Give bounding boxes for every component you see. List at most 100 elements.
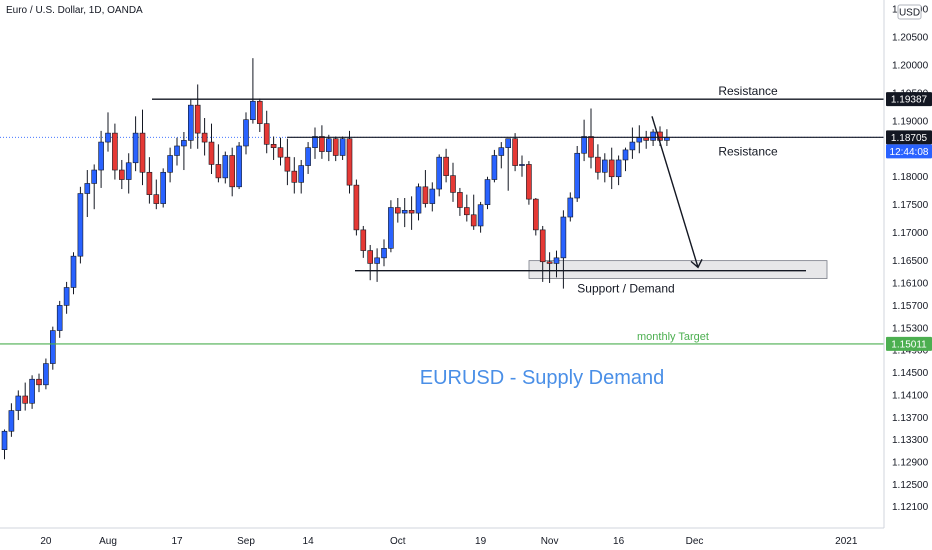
candle-up[interactable] <box>581 136 587 154</box>
candle-up[interactable] <box>15 395 22 411</box>
candle-down[interactable] <box>463 207 470 216</box>
candle-up[interactable] <box>664 137 670 141</box>
candle-up[interactable] <box>77 193 84 257</box>
candle-up[interactable] <box>167 155 173 173</box>
candle-up[interactable] <box>388 207 394 249</box>
candle-up[interactable] <box>49 330 56 364</box>
candle-up[interactable] <box>339 138 346 156</box>
currency-badge[interactable] <box>897 4 922 20</box>
candle-up[interactable] <box>401 210 408 214</box>
candle-up[interactable] <box>574 152 581 199</box>
candle-up[interactable] <box>125 162 132 180</box>
candle-up[interactable] <box>436 156 443 190</box>
candle-down[interactable] <box>36 378 42 386</box>
candle-down[interactable] <box>139 132 146 173</box>
candle-down[interactable] <box>470 214 477 227</box>
candle-down[interactable] <box>153 194 160 204</box>
candle-up[interactable] <box>615 159 622 178</box>
candle-down[interactable] <box>595 156 601 173</box>
candle-up[interactable] <box>43 363 49 386</box>
candle-up[interactable] <box>622 149 629 161</box>
candle-up[interactable] <box>56 305 63 331</box>
candle-up[interactable] <box>63 287 70 306</box>
candle-down[interactable] <box>408 210 415 214</box>
candle-down[interactable] <box>284 156 291 172</box>
candle-down[interactable] <box>208 141 215 165</box>
candle-up[interactable] <box>636 137 643 143</box>
candle-up[interactable] <box>477 204 484 227</box>
candle-up[interactable] <box>325 138 332 152</box>
y-axis[interactable]: 1.210001.205001.200001.195001.190001.185… <box>883 0 929 528</box>
candle-up[interactable] <box>174 145 180 156</box>
candle-up[interactable] <box>84 183 91 194</box>
candle-down[interactable] <box>443 156 449 176</box>
candle-down[interactable] <box>643 137 650 141</box>
candle-up[interactable] <box>8 410 15 432</box>
candle-down[interactable] <box>194 104 201 134</box>
candle-up[interactable] <box>105 132 111 143</box>
candle-up[interactable] <box>98 141 104 171</box>
candle-up[interactable] <box>491 155 498 180</box>
candle-down[interactable] <box>201 132 208 143</box>
candle-down[interactable] <box>546 261 553 264</box>
candle-up[interactable] <box>553 257 560 264</box>
candle-down[interactable] <box>394 207 401 214</box>
candle-down[interactable] <box>263 123 270 145</box>
candle-up[interactable] <box>222 155 229 179</box>
candle-up[interactable] <box>250 100 256 120</box>
candle-down[interactable] <box>450 175 456 193</box>
candle-up[interactable] <box>567 197 574 218</box>
plot-area[interactable]: Resistance Resistance Support / Demand mont… <box>0 58 884 460</box>
candle-down[interactable] <box>215 164 222 179</box>
candle-down[interactable] <box>353 184 360 231</box>
candle-up[interactable] <box>650 131 656 141</box>
candle-down[interactable] <box>256 100 263 124</box>
candle-down[interactable] <box>608 159 615 178</box>
candle-up[interactable] <box>415 186 422 214</box>
candle-down[interactable] <box>277 147 284 158</box>
candle-up[interactable] <box>505 138 512 148</box>
candle-up[interactable] <box>132 132 139 164</box>
candle-up[interactable] <box>429 188 436 204</box>
candle-up[interactable] <box>560 216 567 259</box>
candle-up[interactable] <box>629 141 636 151</box>
x-axis[interactable]: 20 Aug 17 Sep 14 Oct 19 Nov 16 Dec 2021 <box>0 527 884 547</box>
candle-down[interactable] <box>422 186 429 204</box>
candle-down[interactable] <box>360 229 367 251</box>
demand-zone[interactable] <box>528 260 828 279</box>
candle-up[interactable] <box>160 171 166 204</box>
candle-down[interactable] <box>457 192 463 208</box>
candle-down[interactable] <box>22 395 29 404</box>
candle-up[interactable] <box>498 147 505 156</box>
candle-up[interactable] <box>374 257 380 264</box>
candle-down[interactable] <box>146 171 153 195</box>
candle-down[interactable] <box>270 144 277 148</box>
candle-up[interactable] <box>298 165 305 183</box>
candle-down[interactable] <box>229 155 235 188</box>
candle-up[interactable] <box>601 159 608 173</box>
candle-up[interactable] <box>1 430 8 450</box>
candle-down[interactable] <box>346 138 353 186</box>
candle-up[interactable] <box>91 169 97 184</box>
candle-up[interactable] <box>519 164 525 166</box>
candle-down[interactable] <box>367 250 374 264</box>
candle-down[interactable] <box>291 170 298 183</box>
candle-down[interactable] <box>532 198 539 231</box>
candle-up[interactable] <box>243 119 249 147</box>
candle-down[interactable] <box>119 169 125 180</box>
candle-down[interactable] <box>319 136 325 152</box>
candle-down[interactable] <box>526 164 532 200</box>
candle-up[interactable] <box>312 136 318 148</box>
candle-down[interactable] <box>112 132 118 171</box>
projection-arrow[interactable] <box>651 116 699 268</box>
candle-up[interactable] <box>305 147 311 166</box>
candle-up[interactable] <box>484 179 491 206</box>
candle-down[interactable] <box>588 136 594 158</box>
candle-down[interactable] <box>539 229 546 263</box>
candle-up[interactable] <box>381 248 387 259</box>
candle-up[interactable] <box>70 255 77 288</box>
candle-down[interactable] <box>332 138 339 156</box>
candle-up[interactable] <box>188 104 194 141</box>
